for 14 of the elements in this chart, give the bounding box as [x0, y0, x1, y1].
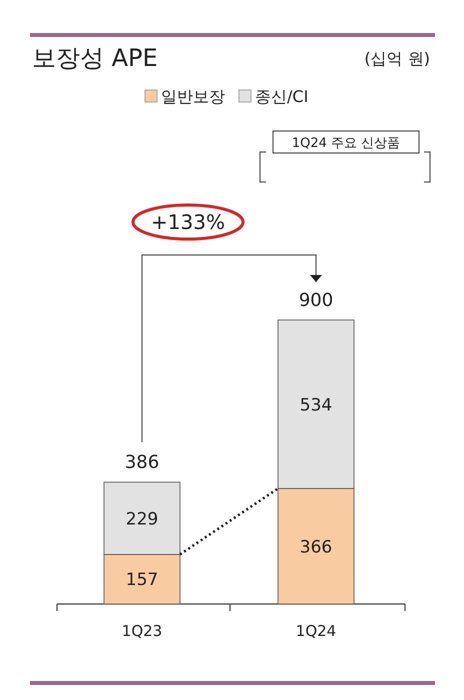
chart-subtitle: (십억 원) [364, 49, 430, 68]
total-label: 900 [298, 290, 334, 311]
total-label: 386 [124, 452, 160, 474]
x-tick-label: 1Q24 [296, 622, 336, 640]
legend-label: 종신/CI [255, 87, 308, 106]
x-tick-label: 1Q23 [122, 622, 162, 640]
data-label: 366 [300, 537, 332, 558]
data-label: 157 [126, 570, 158, 590]
chart-title: 보장성 APE [32, 44, 158, 72]
text: +133% [151, 210, 225, 234]
data-label: 229 [126, 509, 158, 530]
legend-label: 일반보장 [161, 87, 225, 106]
text: 1Q24 주요 신상품 [292, 136, 400, 151]
data-label: 534 [300, 395, 332, 416]
